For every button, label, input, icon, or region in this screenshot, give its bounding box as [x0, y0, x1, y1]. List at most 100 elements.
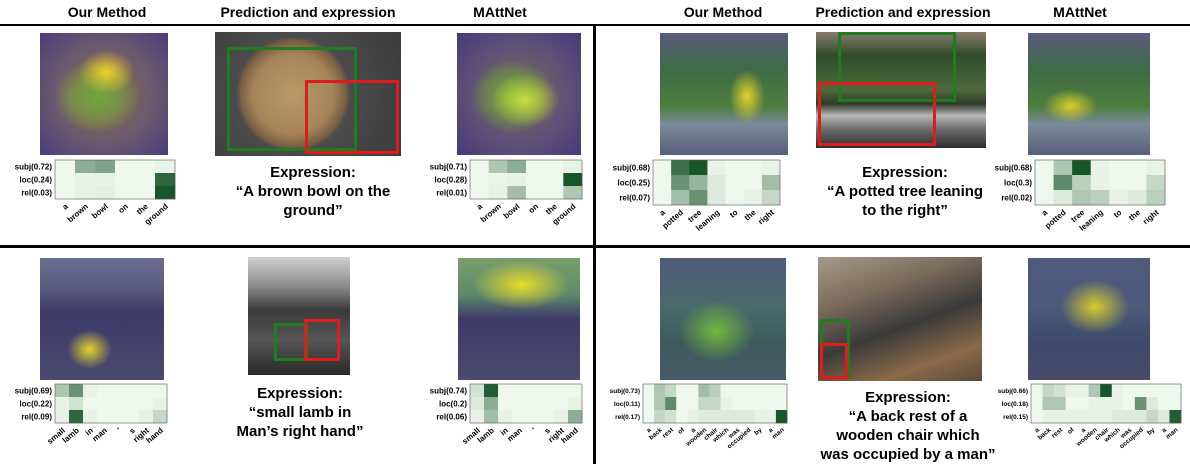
lamb-ours-cell [111, 410, 126, 424]
tree-ours-cell [689, 160, 708, 176]
chair-mattnet-cell [1065, 410, 1078, 424]
tree-expression: Expression: “A potted tree leaning to th… [810, 163, 1000, 220]
lamb-expression-line-2: Man’s right hand” [236, 423, 364, 440]
header-our-method-left: Our Method [67, 4, 147, 20]
chair-mattnet-cell [1111, 384, 1124, 398]
tree-ground-truth-box [838, 32, 956, 102]
chair-ours-cell [698, 397, 710, 411]
bowl-expression-label: Expression: [270, 164, 356, 181]
tree-ours-cell [671, 160, 690, 176]
lamb-ours-cell [69, 397, 84, 411]
chair-mattnet-cell [1169, 384, 1182, 398]
chair-mattnet-cell [1134, 397, 1147, 411]
chair-ours-word-label: a [767, 426, 775, 434]
lamb-mattnet-cell [554, 397, 569, 411]
bowl-ours-cell [95, 186, 116, 200]
bowl-predicted-box [305, 80, 399, 154]
lamb-mattnet-cell [540, 384, 555, 398]
chair-expression-line-1: “A back rest of a [848, 408, 968, 425]
chair-mattnet-word-label: a [1080, 426, 1088, 434]
tree-mattnet-cell [1072, 175, 1092, 191]
chair-prediction-image [818, 257, 982, 381]
lamb-ours-cell [55, 410, 70, 424]
chair-ours-cell [775, 410, 788, 424]
chair-mattnet-cell [1088, 397, 1101, 411]
tree-mattnet-cell [1035, 160, 1054, 176]
bowl-mattnet-frame [469, 159, 583, 200]
chair-expression-label: Expression: [865, 389, 951, 406]
tree-ours-frame [652, 159, 781, 206]
tree-mattnet-word-label: to [1112, 208, 1124, 220]
tree-ours-cell [761, 160, 781, 176]
chair-ours-cell [643, 384, 655, 398]
bowl-expression-line-2: ground” [283, 202, 343, 219]
tree-ours-module-label: rel(0.07) [619, 193, 650, 202]
chair-ours-cell [709, 397, 721, 411]
chair-mattnet-cell [1054, 384, 1066, 398]
chair-mattnet-cell [1157, 384, 1170, 398]
lamb-ours-word-label: in [84, 426, 95, 438]
lamb-predicted-box [304, 319, 340, 361]
tree-mattnet-cell [1109, 190, 1129, 206]
chair-mattnet-cell [1065, 384, 1078, 398]
tree-ours-cell [725, 190, 745, 206]
bowl-mattnet-module-label: subj(0.71) [430, 162, 468, 171]
lamb-ours-cell [97, 384, 112, 398]
lamb-ours-word-label: lamb [61, 426, 81, 445]
bowl-mattnet-cell [563, 160, 583, 174]
lamb-ours-cell [139, 410, 154, 424]
chair-mattnet-cell [1031, 397, 1043, 411]
lamb-ours-cell [153, 410, 168, 424]
bowl-mattnet-module-label: loc(0.28) [435, 175, 468, 184]
lamb-ours-cell [139, 384, 154, 398]
tree-mattnet-cell [1072, 160, 1092, 176]
chair-ours-cell [687, 410, 699, 424]
tree-ours-cell [653, 160, 672, 176]
chair-mattnet-cell [1077, 384, 1089, 398]
chair-ours-cell [764, 397, 777, 411]
tree-mattnet-cell [1035, 175, 1054, 191]
tree-ours-module-label: loc(0.25) [618, 178, 651, 187]
chair-mattnet-cell [1088, 384, 1101, 398]
lamb-mattnet-attention-image [458, 258, 580, 380]
chair-ours-cell [676, 384, 688, 398]
bowl-mattnet-word-label: on [527, 202, 540, 215]
bowl-mattnet-cell [563, 173, 583, 187]
chair-ours-word-label: rest [661, 426, 675, 440]
tree-mattnet-module-label: rel(0.02) [1001, 193, 1032, 202]
tree-ours-word-label: a [658, 208, 668, 218]
lamb-ours-cell [139, 397, 154, 411]
chair-ours-cell [731, 410, 743, 424]
chair-mattnet-cell [1077, 410, 1089, 424]
lamb-expression: Expression: “small lamb in Man’s right h… [220, 384, 380, 441]
chair-ours-cell [698, 410, 710, 424]
chair-ours-cell [654, 410, 666, 424]
chair-ours-cell [764, 410, 777, 424]
lamb-mattnet-cell [484, 384, 499, 398]
chair-ours-cell [676, 410, 688, 424]
chair-ours-cell [643, 397, 655, 411]
lamb-ours-cell [83, 410, 98, 424]
bowl-mattnet-cell [470, 160, 489, 174]
lamb-ours-cell [69, 384, 84, 398]
chair-ours-cell [775, 384, 788, 398]
chair-mattnet-cell [1100, 397, 1113, 411]
tree-mattnet-attention-image [1028, 33, 1150, 155]
lamb-ours-cell [153, 397, 168, 411]
tree-mattnet-cell [1053, 190, 1073, 206]
lamb-ours-cell [125, 410, 140, 424]
tree-mattnet-cell [1127, 175, 1147, 191]
lamb-prediction-image [248, 257, 350, 375]
tree-mattnet-cell [1127, 160, 1147, 176]
tree-expression-label: Expression: [862, 164, 948, 181]
bowl-expression-line-1: “A brown bowl on the [235, 183, 391, 200]
lamb-mattnet-cell [512, 410, 527, 424]
tree-ours-cell [743, 190, 763, 206]
chair-mattnet-word-label: man [1165, 427, 1180, 441]
